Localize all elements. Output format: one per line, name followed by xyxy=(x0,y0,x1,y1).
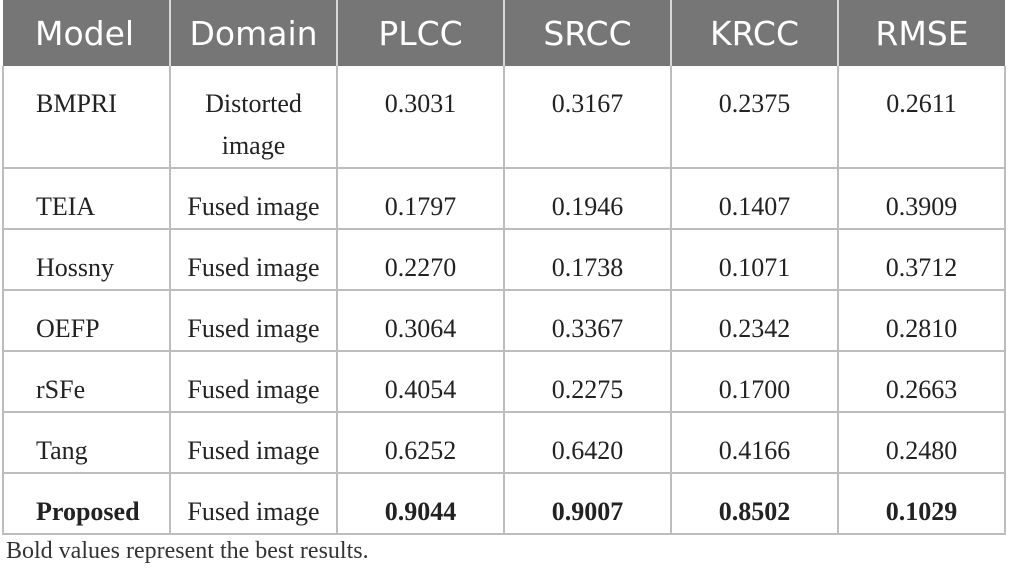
table-cell: 0.8502 xyxy=(670,473,839,535)
table-body: BMPRI Distorted image 0.3031 0.3167 0.2375 0.… xyxy=(2,66,1006,535)
header-row: Model Domain PLCC SRCC KRCC RMSE xyxy=(3,0,1005,66)
table-cell: BMPRI xyxy=(2,66,171,169)
table-cell: 0.2810 xyxy=(837,290,1006,352)
table-cell: 0.6420 xyxy=(503,412,672,474)
table-cell: rSFe xyxy=(2,351,171,413)
table-cell: 0.4166 xyxy=(670,412,839,474)
table-cell: 0.3064 xyxy=(336,290,505,352)
header-cell: KRCC xyxy=(670,0,838,66)
table-cell: Fused image xyxy=(169,351,338,413)
table-cell: 0.1071 xyxy=(670,229,839,291)
table-cell: 0.6252 xyxy=(336,412,505,474)
table-cell: Fused image xyxy=(169,229,338,291)
header-cell: SRCC xyxy=(503,0,671,66)
header-cell: Model xyxy=(3,0,170,66)
table-cell: Distorted image xyxy=(169,66,338,169)
table-cell: 0.2480 xyxy=(837,412,1006,474)
table-cell: 0.1700 xyxy=(670,351,839,413)
table-cell: 0.2270 xyxy=(336,229,505,291)
table-cell: 0.3367 xyxy=(503,290,672,352)
table-cell: Fused image xyxy=(169,412,338,474)
table-cell: 0.3167 xyxy=(503,66,672,169)
table-cell: TEIA xyxy=(2,168,171,230)
table-row: Proposed Fused image 0.9044 0.9007 0.8502 0.1… xyxy=(2,473,1006,535)
table-row: OEFP Fused image 0.3064 0.3367 0.2342 0.2810 xyxy=(2,290,1006,352)
table-cell: 0.2375 xyxy=(670,66,839,169)
table-cell: 0.2663 xyxy=(837,351,1006,413)
table-cell: 0.2342 xyxy=(670,290,839,352)
header-cell: Domain xyxy=(169,0,337,66)
table-cell: Tang xyxy=(2,412,171,474)
table-cell: 0.1738 xyxy=(503,229,672,291)
table-cell: 0.3031 xyxy=(336,66,505,169)
table-cell: Fused image xyxy=(169,290,338,352)
table-cell: 0.2611 xyxy=(837,66,1006,169)
table-cell: 0.1797 xyxy=(336,168,505,230)
table-cell: 0.4054 xyxy=(336,351,505,413)
table-cell: Fused image xyxy=(169,168,338,230)
table-row: BMPRI Distorted image 0.3031 0.3167 0.2375 0.… xyxy=(2,66,1006,169)
table-row: rSFe Fused image 0.4054 0.2275 0.1700 0.2663 xyxy=(2,351,1006,413)
table-cell: OEFP xyxy=(2,290,171,352)
table-cell: 0.1029 xyxy=(837,473,1006,535)
table-cell: Hossny xyxy=(2,229,171,291)
table-cell: 0.3712 xyxy=(837,229,1006,291)
table-row: Hossny Fused image 0.2270 0.1738 0.1071 0.371… xyxy=(2,229,1006,291)
header-cell: PLCC xyxy=(336,0,504,66)
table-row: Tang Fused image 0.6252 0.6420 0.4166 0.2480 xyxy=(2,412,1006,474)
table-cell: 0.1946 xyxy=(503,168,672,230)
table-cell: 0.9044 xyxy=(336,473,505,535)
table-row: TEIA Fused image 0.1797 0.1946 0.1407 0.3909 xyxy=(2,168,1006,230)
table-cell: Fused image xyxy=(169,473,338,535)
results-table: Model Domain PLCC SRCC KRCC RMSE BMPRI Distort… xyxy=(2,0,1006,535)
table-cell: 0.1407 xyxy=(670,168,839,230)
header-cell: RMSE xyxy=(837,0,1005,66)
table-cell: Proposed xyxy=(2,473,171,535)
table-cell: 0.9007 xyxy=(503,473,672,535)
footnote: Bold values represent the best results. xyxy=(6,538,369,564)
table-cell: 0.2275 xyxy=(503,351,672,413)
table-cell: 0.3909 xyxy=(837,168,1006,230)
